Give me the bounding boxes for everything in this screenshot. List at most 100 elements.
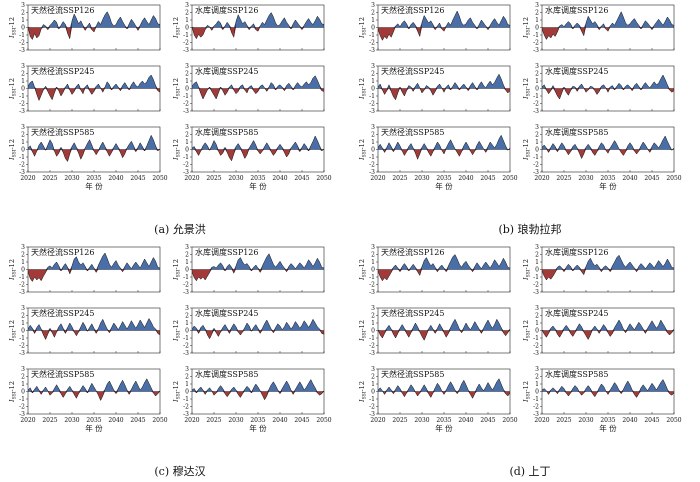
- negative-area: [542, 330, 674, 340]
- y-tick-label: -1: [183, 396, 189, 403]
- y-tick-label: -3: [369, 47, 375, 54]
- panel-label: 天然径流SSP585: [31, 369, 94, 379]
- panel-label: 天然径流SSP245: [31, 66, 94, 76]
- y-tick-label: -2: [183, 282, 189, 289]
- y-tick-label: 1: [371, 320, 375, 327]
- y-axis-suffix: -12: [8, 381, 16, 391]
- y-tick-label: -1: [19, 154, 25, 161]
- y-axis-label: ISSI-12: [522, 139, 532, 161]
- x-tick-label: 2025: [392, 175, 407, 182]
- y-tick-label: -1: [369, 335, 375, 342]
- x-tick-label: 2035: [86, 175, 101, 182]
- x-axis-label: 年 份: [85, 423, 103, 433]
- y-tick-label: -3: [369, 169, 375, 176]
- y-tick-label: 2: [535, 132, 539, 139]
- y-tick-label: -1: [19, 335, 25, 342]
- y-tick-label: 2: [371, 252, 375, 259]
- positive-area: [192, 75, 324, 89]
- x-tick-label: 2050: [666, 175, 681, 182]
- series-line: [378, 10, 510, 41]
- negative-area: [192, 391, 324, 400]
- series-line: [192, 253, 324, 282]
- y-axis-subscript: SSI: [526, 27, 532, 35]
- y-tick-label: -2: [19, 282, 25, 289]
- x-tick-label: 2050: [152, 175, 167, 182]
- y-tick-label: 1: [21, 259, 25, 266]
- negative-area: [542, 88, 674, 99]
- y-tick-label: -1: [369, 93, 375, 100]
- panel-label: 水库调度SSP126: [545, 247, 608, 257]
- y-tick-label: 0: [535, 389, 539, 396]
- y-tick-label: -2: [369, 101, 375, 108]
- y-tick-label: -2: [19, 101, 25, 108]
- x-tick-label: 2045: [130, 417, 145, 424]
- y-axis-symbol: I: [8, 157, 16, 161]
- y-tick-label: -2: [533, 162, 539, 169]
- y-tick-label: 2: [535, 71, 539, 78]
- y-axis-subscript: SSI: [176, 269, 182, 277]
- y-tick-label: 2: [21, 374, 25, 381]
- y-tick-label: 2: [185, 252, 189, 259]
- y-axis-label: ISSI-12: [8, 259, 18, 281]
- panel-label: 水库调度SSP245: [195, 308, 258, 318]
- x-tick-label: 2040: [622, 175, 637, 182]
- y-tick-label: 3: [21, 305, 25, 312]
- y-axis-subscript: SSI: [526, 149, 532, 157]
- y-axis-suffix: -12: [522, 78, 530, 88]
- y-tick-label: -3: [533, 47, 539, 54]
- y-tick-label: -1: [369, 32, 375, 39]
- x-axis-label: 年 份: [435, 423, 453, 433]
- y-tick-label: -1: [369, 396, 375, 403]
- y-axis-subscript: SSI: [12, 391, 18, 399]
- y-tick-label: 2: [21, 71, 25, 78]
- x-tick-label: 2045: [130, 175, 145, 182]
- y-axis-symbol: I: [8, 277, 16, 281]
- y-axis-subscript: SSI: [362, 149, 368, 157]
- y-axis-suffix: -12: [8, 78, 16, 88]
- x-tick-label: 2035: [86, 417, 101, 424]
- y-axis-suffix: -12: [172, 320, 180, 330]
- y-axis-symbol: I: [358, 35, 366, 39]
- y-tick-label: 3: [535, 244, 539, 251]
- y-tick-label: -3: [19, 47, 25, 54]
- x-tick-label: 2040: [108, 175, 123, 182]
- group-caption: (b) 琅勃拉邦: [498, 222, 561, 236]
- y-axis-subscript: SSI: [12, 149, 18, 157]
- panel-label: 水库调度SSP585: [545, 369, 608, 379]
- series-line: [28, 11, 160, 41]
- group-caption: (d) 上丁: [509, 465, 550, 478]
- y-axis-label: ISSI-12: [172, 259, 182, 281]
- y-tick-label: 1: [21, 139, 25, 146]
- y-tick-label: -3: [533, 411, 539, 418]
- y-axis-subscript: SSI: [12, 269, 18, 277]
- y-axis-symbol: I: [358, 399, 366, 403]
- y-axis-suffix: -12: [522, 320, 530, 330]
- x-tick-label: 2030: [228, 417, 243, 424]
- x-tick-label: 2025: [392, 417, 407, 424]
- positive-area: [542, 320, 674, 331]
- series-line: [192, 75, 324, 100]
- y-tick-label: 2: [535, 374, 539, 381]
- y-tick-label: 0: [371, 25, 375, 32]
- x-tick-label: 2025: [42, 417, 57, 424]
- y-tick-label: -2: [183, 343, 189, 350]
- positive-area: [28, 75, 160, 89]
- y-tick-label: 2: [21, 10, 25, 17]
- y-tick-label: -3: [369, 108, 375, 115]
- y-axis-symbol: I: [522, 277, 530, 281]
- y-tick-label: -2: [183, 162, 189, 169]
- x-tick-label: 2020: [184, 417, 199, 424]
- x-tick-label: 2040: [272, 417, 287, 424]
- x-tick-label: 2020: [20, 175, 35, 182]
- y-tick-label: -1: [533, 274, 539, 281]
- y-tick-label: 0: [185, 267, 189, 274]
- positive-area: [542, 379, 674, 392]
- y-tick-label: -2: [369, 162, 375, 169]
- y-tick-label: -1: [19, 396, 25, 403]
- y-axis-label: ISSI-12: [522, 78, 532, 100]
